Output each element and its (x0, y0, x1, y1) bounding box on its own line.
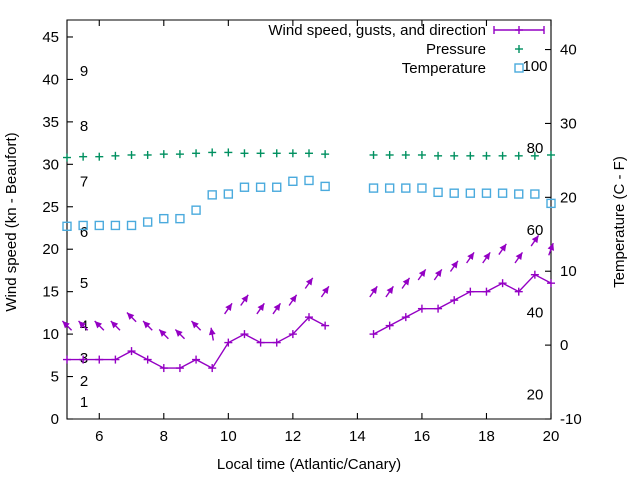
y2-tick-label: -10 (560, 411, 582, 428)
y-tick-label: 40 (42, 71, 59, 88)
y-tick-label: 0 (51, 411, 59, 428)
x-tick-label: 14 (349, 428, 366, 445)
x-tick-label: 6 (95, 428, 103, 445)
x-axis-ticks: 6 8 10 12 14 16 18 20 (95, 20, 559, 445)
y2-tick-label: 0 (560, 337, 568, 354)
wind-direction-arrow (126, 312, 137, 323)
fahrenheit-label: 20 (527, 387, 544, 404)
wind-direction-arrow (530, 234, 540, 247)
wind-direction-arrow (514, 251, 524, 264)
beaufort-label: 9 (80, 63, 88, 80)
wind-direction-arrow (61, 320, 73, 331)
wind-direction-arrow (482, 251, 491, 264)
y-axis-ticks: 0 5 10 15 20 25 30 35 40 45 (42, 29, 73, 428)
x-tick-label: 10 (220, 428, 237, 445)
beaufort-label: 3 (80, 350, 88, 367)
y-tick-label: 25 (42, 199, 59, 216)
y2-axis-title: Temperature (C - F) (611, 156, 628, 288)
wind-direction-arrow (417, 268, 427, 281)
y-axis-title: Wind speed (kn - Beaufort) (3, 132, 20, 311)
y-tick-label: 20 (42, 241, 59, 258)
x-tick-label: 16 (414, 428, 431, 445)
beaufort-label: 7 (80, 173, 88, 190)
wind-direction-arrow (190, 320, 202, 331)
wind-direction-arrow (208, 327, 216, 341)
y2-tick-label: 20 (560, 189, 577, 206)
wind-direction-arrow (401, 277, 411, 289)
y-tick-label: 45 (42, 29, 59, 46)
wind-direction-arrow (78, 320, 89, 331)
wind-direction-arrow (256, 302, 265, 315)
beaufort-label: 5 (80, 275, 88, 292)
legend-label: Pressure (426, 41, 486, 58)
x-tick-label: 20 (543, 428, 560, 445)
wind-direction-arrow (547, 242, 555, 256)
y2-axis-ticks: -10 0 10 20 30 40 (545, 42, 582, 428)
x-tick-label: 8 (160, 428, 168, 445)
wind-direction-arrow (304, 277, 314, 289)
y-tick-label: 10 (42, 326, 59, 343)
series-temperature (62, 175, 556, 231)
wind-direction-arrow (272, 302, 282, 315)
y-tick-label: 35 (42, 114, 59, 131)
wind-direction-arrow (224, 302, 233, 315)
fahrenheit-label: 80 (527, 140, 544, 157)
wind-direction-arrow (433, 268, 443, 281)
wind-direction-arrow (498, 243, 507, 255)
wind-direction-arrow (466, 251, 475, 264)
fahrenheit-label: 60 (527, 222, 544, 239)
wind-direction-arrow (385, 285, 394, 298)
beaufort-label: 8 (80, 118, 88, 135)
beaufort-label: 6 (80, 224, 88, 241)
series-pressure (63, 148, 555, 162)
wind-direction-arrows (61, 234, 555, 341)
x-tick-label: 18 (478, 428, 495, 445)
chart-legend: Wind speed, gusts, and direction Pressure… (268, 22, 545, 77)
y-tick-label: 5 (51, 369, 59, 386)
fahrenheit-scale-labels: 20 40 60 80 100 (522, 58, 547, 404)
fahrenheit-label: 100 (522, 58, 547, 75)
wind-direction-arrow (158, 329, 169, 340)
y-tick-label: 15 (42, 284, 59, 301)
legend-label: Temperature (402, 60, 486, 77)
y2-tick-label: 30 (560, 115, 577, 132)
series-wind-speed (63, 270, 555, 373)
y2-tick-label: 10 (560, 263, 577, 280)
wind-direction-arrow (142, 320, 153, 331)
y2-tick-label: 40 (560, 42, 577, 59)
beaufort-label: 2 (80, 373, 88, 390)
x-tick-label: 12 (285, 428, 302, 445)
x-axis-title: Local time (Atlantic/Canary) (217, 456, 401, 473)
wind-direction-arrow (240, 294, 249, 306)
beaufort-label: 1 (80, 394, 88, 411)
wind-direction-arrow (288, 294, 298, 306)
wind-direction-arrow (449, 260, 459, 272)
wind-direction-arrow (369, 285, 378, 298)
fahrenheit-label: 40 (527, 305, 544, 322)
wind-direction-arrow (320, 285, 330, 298)
wind-direction-arrow (110, 320, 121, 331)
wind-direction-arrow (94, 320, 105, 331)
wind-direction-arrow (174, 329, 186, 340)
legend-label: Wind speed, gusts, and direction (268, 22, 486, 39)
y-tick-label: 30 (42, 156, 59, 173)
